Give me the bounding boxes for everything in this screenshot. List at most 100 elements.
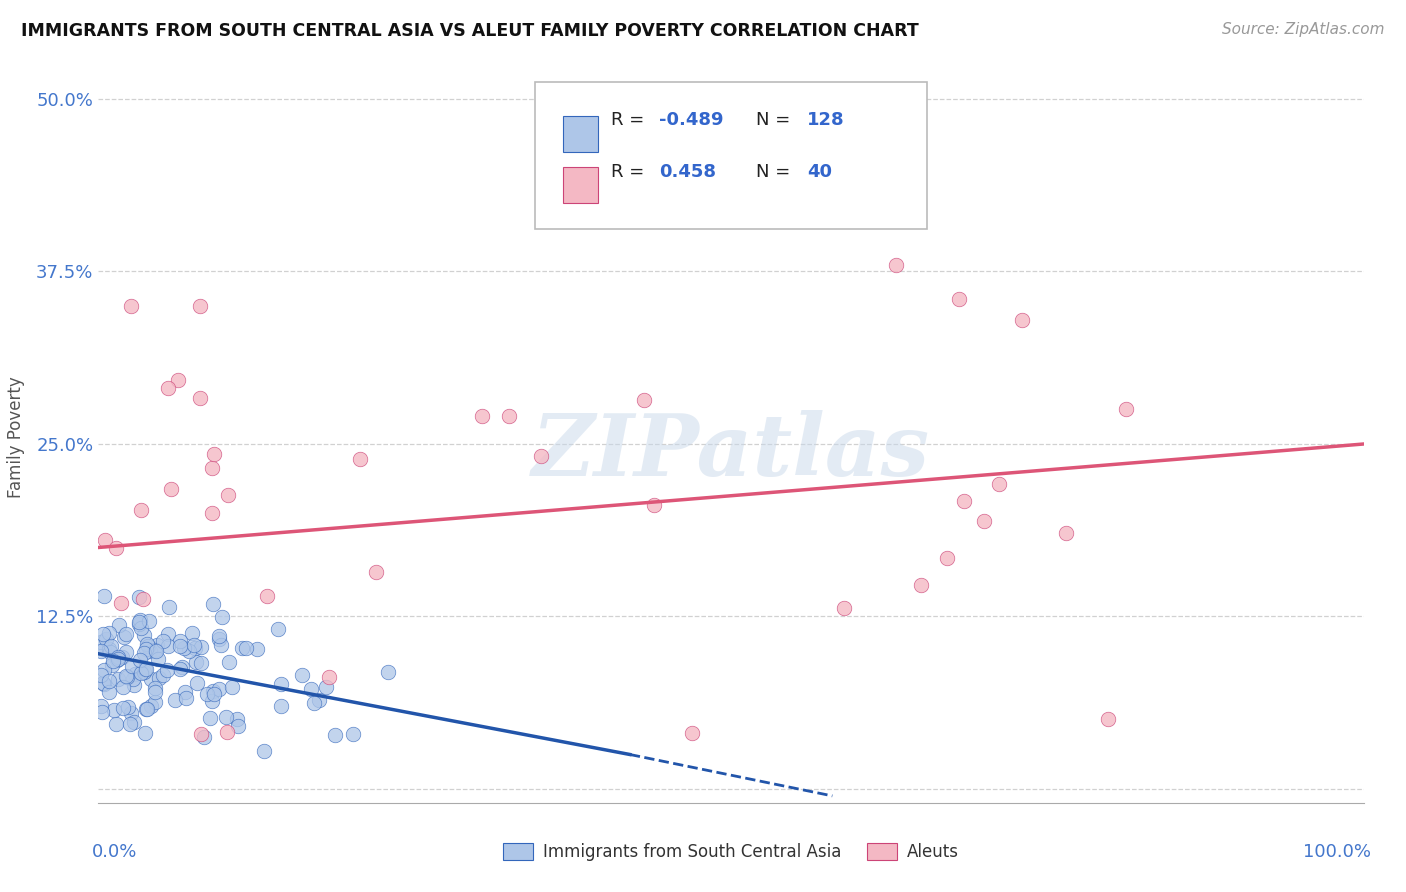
Point	[138, 614, 160, 628]
Point	[129, 621, 152, 635]
Point	[267, 622, 290, 636]
Point	[135, 642, 157, 657]
Point	[169, 634, 191, 648]
Point	[121, 659, 143, 673]
Point	[935, 551, 957, 566]
Point	[101, 658, 124, 673]
Point	[318, 670, 340, 684]
Point	[184, 655, 207, 669]
Point	[633, 392, 655, 407]
Point	[111, 680, 134, 694]
Point	[471, 409, 494, 424]
Point	[90, 698, 112, 713]
Point	[156, 381, 179, 395]
Point	[217, 488, 239, 502]
Point	[342, 727, 364, 741]
Point	[134, 662, 156, 676]
Point	[209, 638, 232, 652]
Point	[138, 643, 160, 657]
Point	[107, 672, 129, 686]
Point	[270, 699, 292, 714]
Point	[181, 626, 204, 640]
Point	[128, 615, 150, 630]
Point	[129, 503, 152, 517]
Point	[221, 680, 243, 694]
Point	[529, 449, 551, 463]
Point	[201, 694, 224, 708]
Point	[91, 675, 114, 690]
Point	[183, 638, 205, 652]
Point	[1097, 712, 1119, 726]
Point	[143, 685, 166, 699]
Point	[323, 729, 346, 743]
Point	[498, 409, 520, 424]
Point	[134, 665, 156, 680]
Point	[129, 665, 152, 680]
Point	[208, 682, 231, 697]
Point	[214, 710, 236, 724]
Point	[136, 702, 159, 716]
Point	[132, 628, 155, 642]
Point	[215, 724, 238, 739]
Point	[156, 640, 179, 654]
Point	[98, 645, 121, 659]
Point	[201, 460, 224, 475]
Point	[141, 699, 163, 714]
Point	[98, 625, 121, 640]
Point	[93, 589, 115, 603]
Point	[202, 687, 225, 701]
Point	[304, 696, 326, 710]
Point	[122, 678, 145, 692]
Point	[169, 662, 191, 676]
Point	[111, 650, 134, 665]
Point	[103, 703, 125, 717]
Point	[253, 744, 276, 758]
Point	[188, 299, 211, 313]
Point	[115, 645, 138, 659]
Point	[135, 662, 157, 676]
Point	[884, 258, 907, 272]
Point	[202, 447, 225, 461]
Point	[90, 706, 112, 720]
Point	[377, 665, 399, 680]
Text: 100.0%: 100.0%	[1303, 843, 1371, 861]
Point	[953, 494, 976, 508]
Point	[1054, 526, 1077, 541]
Point	[910, 578, 932, 592]
Point	[122, 715, 145, 730]
Legend: Immigrants from South Central Asia, Aleuts: Immigrants from South Central Asia, Aleu…	[496, 836, 966, 868]
FancyBboxPatch shape	[562, 116, 599, 152]
Point	[129, 613, 152, 627]
Point	[90, 644, 112, 658]
Point	[157, 626, 180, 640]
Point	[135, 702, 157, 716]
Point	[93, 663, 115, 677]
Point	[107, 649, 129, 664]
Point	[208, 629, 231, 643]
Point	[172, 659, 194, 673]
Point	[193, 730, 215, 744]
Point	[97, 684, 120, 698]
Point	[128, 616, 150, 631]
Point	[190, 727, 212, 741]
Text: -0.489: -0.489	[659, 112, 724, 129]
Point	[115, 668, 138, 682]
Point	[143, 681, 166, 696]
Point	[366, 565, 388, 579]
Text: 40: 40	[807, 162, 832, 180]
Point	[107, 617, 129, 632]
Point	[143, 695, 166, 709]
Point	[120, 299, 142, 313]
Text: 0.458: 0.458	[659, 162, 716, 180]
Point	[104, 541, 127, 555]
Point	[643, 499, 665, 513]
Text: ZIPatlas: ZIPatlas	[531, 410, 931, 493]
Point	[90, 634, 112, 648]
Point	[987, 476, 1010, 491]
Point	[90, 667, 112, 681]
Text: 128: 128	[807, 112, 845, 129]
Point	[184, 640, 207, 655]
Point	[163, 693, 186, 707]
Point	[291, 668, 314, 682]
Point	[682, 161, 704, 175]
